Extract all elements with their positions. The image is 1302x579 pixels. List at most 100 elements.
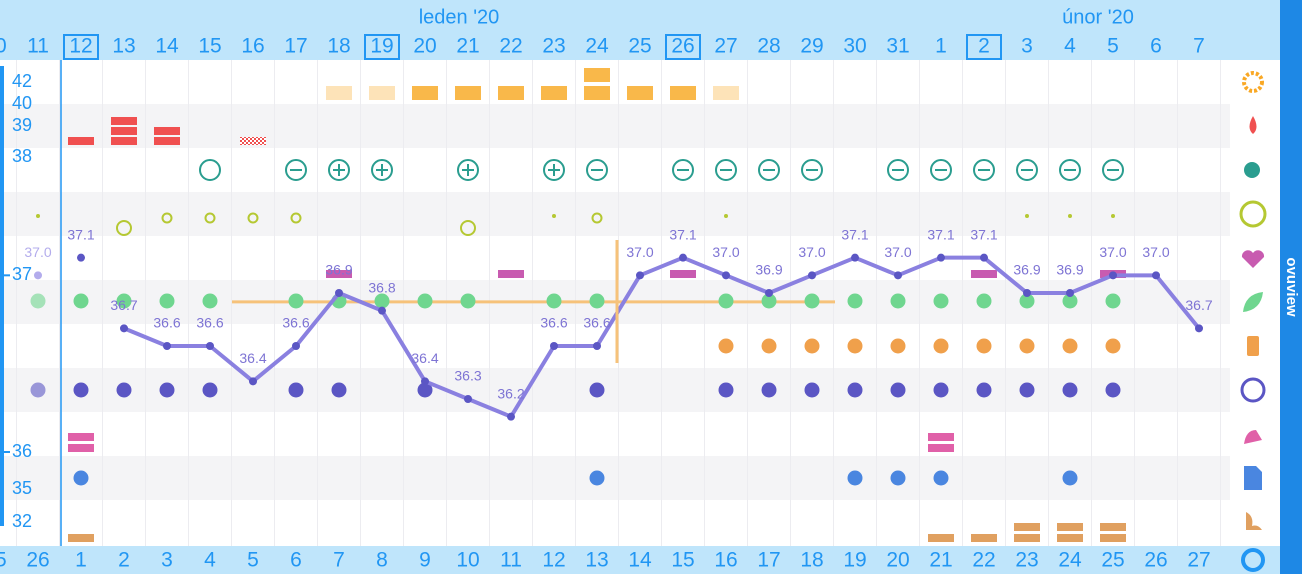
mucus-ring: [247, 212, 259, 224]
date-label: 1: [935, 35, 947, 58]
symptom-bar: [68, 534, 94, 542]
cycle-day-label: 25: [1101, 549, 1124, 572]
brand: ovuview: [1283, 257, 1300, 317]
temperature-label: 36.8: [368, 279, 395, 295]
symptom-dot: [589, 470, 605, 486]
love-bar: [498, 270, 524, 278]
temperature-point: [1195, 324, 1203, 333]
symptom-dot: [976, 338, 992, 354]
cycle-day-label: 10: [456, 549, 479, 572]
flow-bar: [412, 86, 438, 100]
cycle-day-label: 18: [800, 549, 823, 572]
test-circle: [371, 159, 393, 181]
flow-bar: [627, 86, 653, 100]
date-label: 6: [1150, 35, 1162, 58]
temperature-label: 36.4: [411, 350, 438, 366]
date-label: 22: [499, 35, 522, 58]
symptom-bar: [971, 534, 997, 542]
date-label: 13: [112, 35, 135, 58]
cycle-day-label: 19: [843, 549, 866, 572]
date-label: 5: [1107, 35, 1119, 58]
symptom-dot: [417, 293, 433, 309]
symptom-dot: [1062, 293, 1078, 309]
test-circle: [285, 159, 307, 181]
month-label: leden '20: [419, 6, 500, 28]
test-circle: [801, 159, 823, 181]
temperature-label: 37.0: [712, 244, 739, 260]
date-label: 4: [1064, 35, 1076, 58]
symptom-dot: [331, 382, 347, 398]
symptom-dot: [1062, 382, 1078, 398]
symptom-dot: [847, 470, 863, 486]
cycle-day-label: 9: [419, 549, 431, 572]
date-label: 12: [69, 35, 92, 58]
symptom-dot: [890, 470, 906, 486]
temperature-point: [120, 324, 128, 333]
symptom-dot: [159, 382, 175, 398]
temperature-label: 36.6: [282, 315, 309, 331]
bleeding-bar: [111, 137, 137, 145]
symptom-dot: [30, 382, 46, 398]
symptom-dot: [73, 293, 89, 309]
test-circle: [543, 159, 565, 181]
temperature-point: [851, 253, 859, 262]
date-label: 11: [27, 35, 49, 58]
date-box: [966, 34, 1002, 60]
temperature-point: [507, 412, 515, 421]
symptom-dot: [30, 293, 46, 309]
cycle-day-label: 22: [972, 549, 995, 572]
symptom-dot: [1105, 382, 1121, 398]
symptom-dot: [589, 382, 605, 398]
temperature-label: 37.0: [24, 244, 51, 260]
test-circle: [328, 159, 350, 181]
symptom-dot: [890, 338, 906, 354]
temperature-label: 36.2: [497, 385, 524, 401]
temperature-point: [421, 377, 429, 386]
temperature-point: [163, 342, 171, 350]
temperature-point: [808, 271, 816, 280]
temperature-point: [636, 271, 644, 280]
scale-label: 39: [12, 115, 32, 135]
symptom-dot: [976, 382, 992, 398]
temperature-label: 36.7: [110, 297, 137, 313]
scale-label: 42: [12, 71, 32, 91]
flow-bar: [584, 86, 610, 100]
symptom-dot: [1062, 338, 1078, 354]
symptom-dot: [202, 293, 218, 309]
symptom-bar: [1100, 523, 1126, 531]
cycle-day-label: 3: [161, 549, 173, 572]
temperature-point: [335, 289, 343, 297]
symptom-bar: [1100, 534, 1126, 542]
date-label: 17: [284, 35, 307, 58]
symptom-dot: [976, 293, 992, 309]
date-label: 30: [843, 35, 866, 58]
symptom-dot: [804, 382, 820, 398]
test-circle: [973, 159, 995, 181]
temperature-point: [765, 289, 773, 297]
temperature-point: [550, 342, 558, 350]
cycle-day-label: 5: [247, 549, 259, 572]
temperature-label: 36.7: [1185, 297, 1212, 313]
cycle-day-label: 27: [1187, 549, 1210, 572]
bleeding-bar: [154, 137, 180, 145]
footer-band: [0, 546, 1280, 574]
cycle-day-label: 4: [204, 549, 216, 572]
flow-bar: [541, 86, 567, 100]
love-bar: [971, 270, 997, 278]
love-bar: [326, 270, 352, 278]
date-label: 29: [800, 35, 823, 58]
symptom-dot: [73, 470, 89, 486]
temperature-label: 36.9: [1013, 262, 1040, 278]
temperature-point: [77, 253, 85, 262]
bleeding-bar: [154, 127, 180, 135]
test-circle: [672, 159, 694, 181]
symptom-bar: [928, 433, 954, 441]
cycle-day-label: 17: [757, 549, 780, 572]
symptom-bar: [1014, 534, 1040, 542]
symptom-bar: [928, 534, 954, 542]
symptom-dot: [1019, 338, 1035, 354]
temperature-label: 37.1: [927, 226, 954, 242]
date-label: 21: [456, 35, 479, 58]
